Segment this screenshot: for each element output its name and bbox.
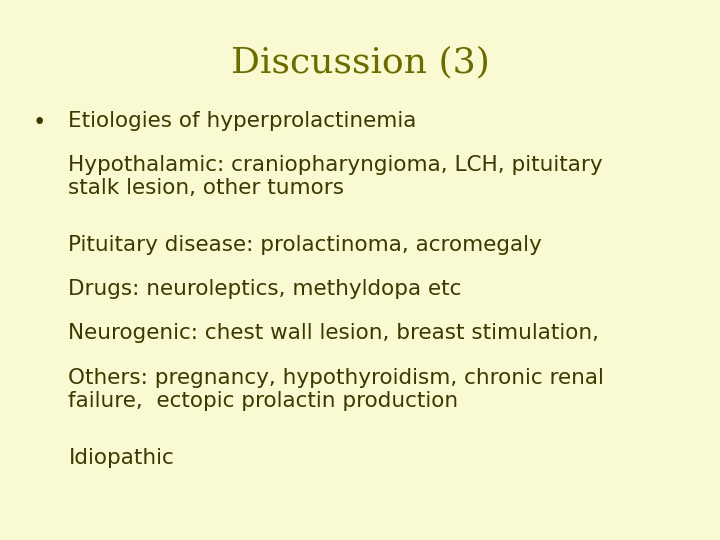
Text: Pituitary disease: prolactinoma, acromegaly: Pituitary disease: prolactinoma, acromeg… [68,235,542,255]
Text: Others: pregnancy, hypothyroidism, chronic renal
failure,  ectopic prolactin pro: Others: pregnancy, hypothyroidism, chron… [68,368,604,411]
Text: Idiopathic: Idiopathic [68,448,174,468]
Text: Etiologies of hyperprolactinemia: Etiologies of hyperprolactinemia [68,111,417,131]
Text: Neurogenic: chest wall lesion, breast stimulation,: Neurogenic: chest wall lesion, breast st… [68,323,599,343]
Text: Drugs: neuroleptics, methyldopa etc: Drugs: neuroleptics, methyldopa etc [68,279,462,299]
Text: Hypothalamic: craniopharyngioma, LCH, pituitary
stalk lesion, other tumors: Hypothalamic: craniopharyngioma, LCH, pi… [68,155,603,198]
Text: •: • [32,111,46,134]
Text: Discussion (3): Discussion (3) [230,46,490,80]
